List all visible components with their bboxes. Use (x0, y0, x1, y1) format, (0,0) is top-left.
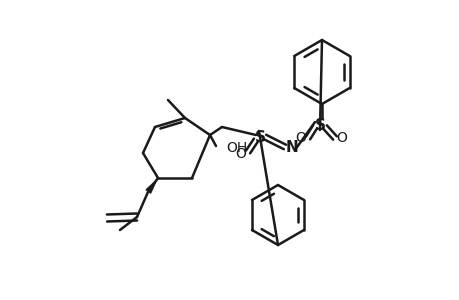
Text: O: O (336, 131, 347, 145)
Text: S: S (254, 130, 265, 145)
Text: O: O (235, 147, 246, 161)
Text: S: S (314, 118, 325, 133)
Text: O: O (295, 131, 306, 145)
Text: N: N (285, 140, 298, 154)
Text: OH: OH (225, 141, 247, 155)
